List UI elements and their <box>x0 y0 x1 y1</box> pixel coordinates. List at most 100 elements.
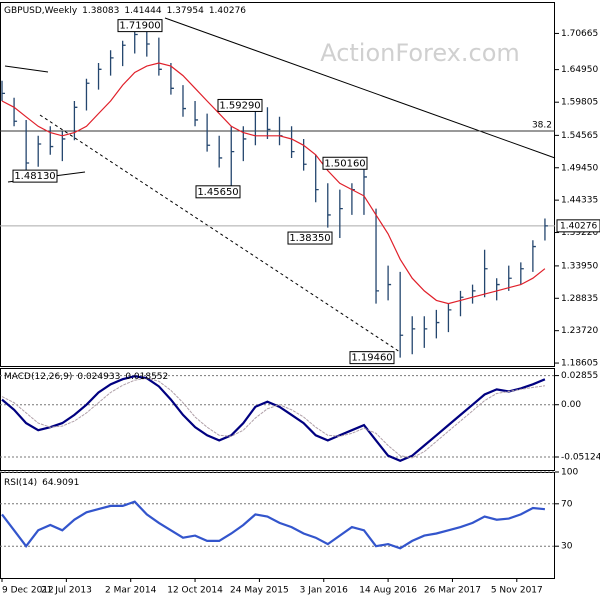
price-bar <box>73 100 78 141</box>
annotation-label: 1.59290 <box>219 100 260 111</box>
price-bar <box>423 316 428 348</box>
header-value: 0.018552 <box>125 372 168 382</box>
y-tick-label: 1.54565 <box>561 131 598 141</box>
annotation-label: 1.48130 <box>14 171 55 182</box>
header-value: 0.024933 <box>77 372 120 382</box>
moving-average <box>1 62 546 305</box>
x-tick-label: 14 Aug 2016 <box>359 586 417 596</box>
annotation: 1.38350 <box>287 231 333 245</box>
price-bar <box>459 290 464 317</box>
x-tick-label: 9 Dec 2012 <box>2 586 54 596</box>
price-bar <box>375 208 380 304</box>
price-bar <box>471 284 476 304</box>
price-bar <box>447 303 452 333</box>
panel-frame <box>0 2 555 367</box>
annotation-label: 1.71900 <box>119 21 160 32</box>
annotation-box <box>322 156 368 170</box>
price-bar <box>302 138 307 171</box>
y-tick-label: 1.49450 <box>561 163 598 173</box>
y-tick-label: 1.39220 <box>561 228 598 238</box>
panel-header: MACD(12,26,9) 0.024933 0.018552 <box>4 372 168 382</box>
panel-title: GBPUSD,Weekly <box>4 6 78 16</box>
price-bar <box>218 135 223 168</box>
price-bar <box>435 309 440 339</box>
y-tick-label: 1.44335 <box>561 196 598 206</box>
header-value: 64.9091 <box>42 478 79 488</box>
y-tick-label: 1.23720 <box>561 326 598 336</box>
annotation: 1.59290 <box>217 98 263 112</box>
watermark: ActionForex.com <box>320 39 520 67</box>
header-value: 1.41444 <box>124 6 161 16</box>
annotation-box <box>217 98 263 112</box>
price-bar <box>194 100 199 127</box>
price-bar <box>109 50 114 76</box>
annotation: 1.45650 <box>195 185 241 199</box>
price-bar <box>315 154 319 203</box>
price-bar <box>206 113 211 152</box>
price-bar <box>13 97 18 127</box>
annotation: 1.50160 <box>322 156 368 170</box>
annotation-box <box>287 231 333 245</box>
price-bar <box>508 265 512 291</box>
indicator-line <box>1 500 546 550</box>
y-tick-label: 1.59805 <box>561 98 598 108</box>
x-tick-label: 26 Mar 2017 <box>424 586 481 596</box>
price-bar <box>122 40 126 67</box>
price-bar <box>170 62 174 95</box>
price-bar <box>411 316 416 355</box>
y-tick-label: -0.051245 <box>561 452 600 462</box>
panel-title: RSI(14) <box>4 478 37 488</box>
header-value: 1.37954 <box>167 6 204 16</box>
indicator-line <box>1 377 545 459</box>
trendline <box>4 65 49 73</box>
annotation-label: 1.38350 <box>289 233 330 244</box>
fib-label: 38.2 <box>532 121 552 131</box>
y-tick-label: 30 <box>561 542 573 552</box>
y-tick-label: 1.70665 <box>561 29 598 39</box>
price-bar <box>520 262 524 285</box>
price-bar <box>158 37 162 76</box>
x-tick-label: 5 Nov 2017 <box>491 586 543 596</box>
panel-frame <box>0 368 555 471</box>
price-bar <box>483 249 488 298</box>
trendline <box>164 17 556 159</box>
annotation-label: 1.45650 <box>197 187 238 198</box>
annotation: 1.19460 <box>349 351 395 365</box>
y-tick-label: 1.18605 <box>561 359 598 369</box>
price-bar <box>496 278 500 301</box>
price-bar <box>399 271 404 358</box>
price-bar <box>25 119 30 177</box>
y-tick-label: 1.28835 <box>561 294 598 304</box>
indicator-line <box>1 375 546 462</box>
price-bar <box>266 107 271 139</box>
panel-header: GBPUSD,Weekly 1.38083 1.41444 1.37954 1.4027… <box>4 6 246 16</box>
price-bar <box>37 135 42 167</box>
price-bar <box>1 80 6 101</box>
price-bar <box>544 218 548 241</box>
price-bar <box>85 78 90 111</box>
x-tick-label: 3 Jan 2016 <box>300 586 348 596</box>
x-tick-label: 2 Mar 2014 <box>105 586 157 596</box>
y-tick-label: 1.64950 <box>561 65 598 75</box>
price-bar <box>97 62 102 90</box>
x-tick-label: 24 May 2015 <box>230 586 289 596</box>
price-bar <box>387 265 392 301</box>
price-bar <box>363 163 367 215</box>
annotation-label: 1.19460 <box>351 353 392 364</box>
header-value: 1.40276 <box>209 6 246 16</box>
y-tick-label: 70 <box>561 499 573 509</box>
annotation-box <box>117 19 163 33</box>
panel-header: RSI(14) 64.9091 <box>4 478 79 488</box>
price-bar <box>339 189 343 239</box>
y-tick-label: 100 <box>561 468 578 478</box>
price-bar <box>327 183 331 228</box>
annotation-box <box>195 185 241 199</box>
annotation-label: 1.50160 <box>324 158 365 169</box>
header-value: 1.38083 <box>82 6 119 16</box>
y-tick-label: 0.00 <box>561 400 581 410</box>
price-bar <box>230 126 235 192</box>
y-tick-label: 0.02855 <box>561 371 598 381</box>
panel-title: MACD(12,26,9) <box>4 372 72 382</box>
